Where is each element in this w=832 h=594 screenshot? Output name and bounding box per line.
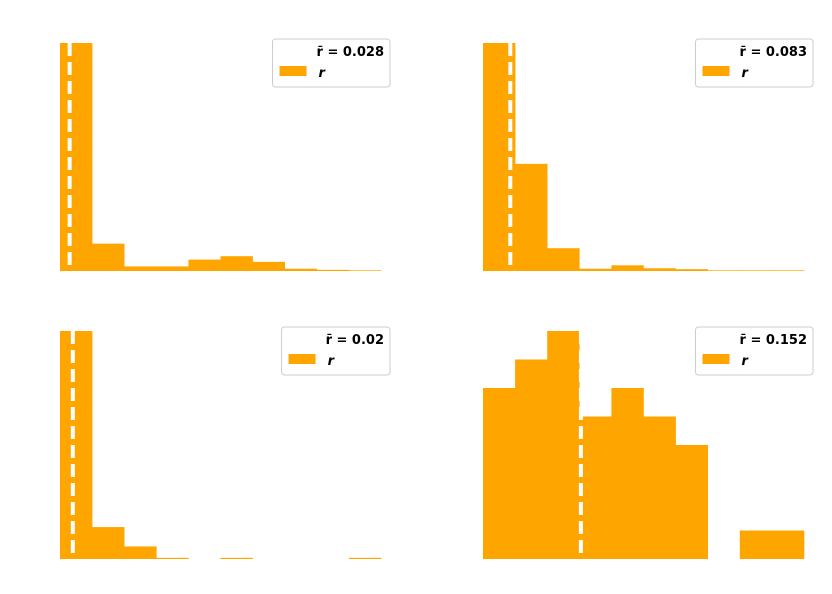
histogram-bar-8	[707, 270, 741, 271]
histogram-bar-3	[124, 546, 157, 559]
subplot-2: r̄ = 0.083 r	[483, 38, 814, 271]
histogram-bar-9	[316, 269, 350, 271]
histogram-bar-6	[220, 256, 253, 271]
legend: r̄ = 0.02 r	[281, 326, 391, 376]
histogram-bar-1	[483, 388, 516, 559]
subplot-1: r̄ = 0.028 r	[60, 38, 391, 271]
histogram-bar-3	[547, 248, 580, 271]
histogram-bar-6	[643, 416, 676, 559]
histogram-bar-4	[579, 416, 612, 559]
subplot-3: r̄ = 0.02 r	[60, 326, 391, 559]
histogram-bar-10	[771, 530, 805, 559]
legend-series-label: r	[742, 66, 750, 81]
legend-mean-label: r̄ = 0.028	[317, 45, 384, 60]
histogram-bar-9	[739, 270, 773, 271]
histogram-bar-2	[92, 527, 125, 559]
histogram-bar-9	[739, 530, 773, 559]
legend-swatch	[288, 354, 316, 364]
histogram-bar-10	[771, 270, 805, 271]
legend-mean-label: r̄ = 0.152	[740, 333, 807, 348]
histogram-bar-7	[675, 269, 708, 271]
histogram-bar-1	[60, 43, 93, 271]
histogram-bar-4	[156, 266, 189, 271]
histogram-bar-1	[60, 331, 93, 559]
legend-series-label: r	[328, 354, 336, 369]
legend-swatch	[702, 66, 730, 76]
legend-mean-label: r̄ = 0.083	[740, 45, 807, 60]
histogram-bar-4	[156, 557, 189, 559]
histogram-bar-2	[515, 359, 548, 559]
legend-series-label: r	[319, 66, 327, 81]
legend-mean-label: r̄ = 0.02	[326, 333, 384, 348]
histogram-bar-7	[252, 261, 285, 271]
histogram-bar-5	[611, 388, 644, 559]
subplot-4: r̄ = 0.152 r	[483, 326, 814, 559]
legend: r̄ = 0.028 r	[272, 38, 391, 88]
histogram-bar-7	[675, 445, 708, 559]
histogram-bar-10	[348, 270, 382, 271]
histogram-bar-6	[220, 557, 253, 559]
legend: r̄ = 0.152 r	[695, 326, 814, 376]
histogram-bar-10	[348, 557, 382, 559]
histogram-bar-5	[611, 265, 644, 271]
legend: r̄ = 0.083 r	[695, 38, 814, 88]
legend-swatch	[702, 354, 730, 364]
legend-series-label: r	[742, 354, 750, 369]
histogram-bar-4	[579, 268, 612, 271]
histogram-bar-2	[515, 163, 548, 271]
histogram-bar-3	[124, 266, 157, 271]
histogram-bar-6	[643, 268, 676, 271]
legend-swatch	[279, 66, 307, 76]
histogram-bar-8	[284, 268, 318, 271]
histogram-bar-3	[547, 331, 580, 559]
histogram-bar-2	[92, 243, 125, 271]
histogram-bar-5	[188, 259, 221, 271]
